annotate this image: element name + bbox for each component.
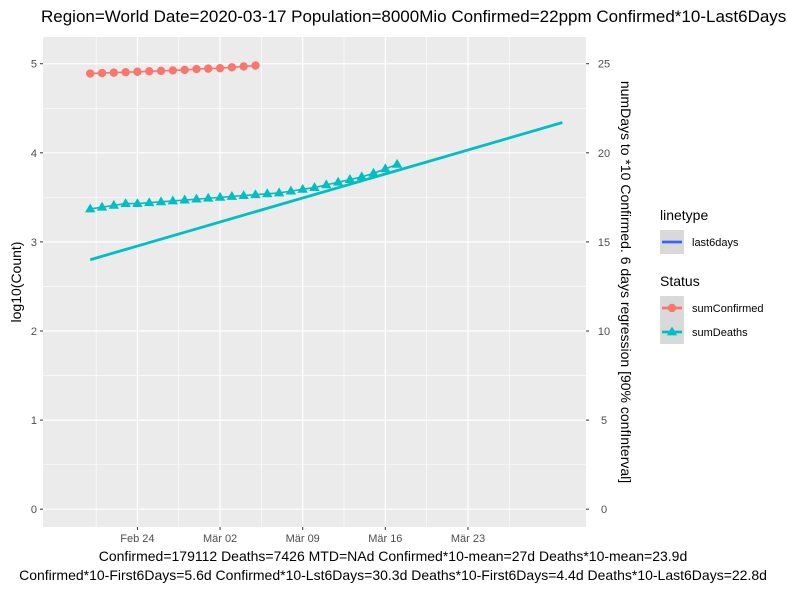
- y-tick-label: 3: [31, 237, 37, 249]
- point-sumConfirmed: [239, 62, 248, 71]
- legend-title: linetype: [660, 207, 708, 223]
- legend-label: last6days: [692, 237, 739, 249]
- point-sumDeaths: [262, 188, 273, 198]
- point-sumDeaths: [191, 193, 202, 203]
- point-sumDeaths: [167, 195, 179, 205]
- y2-tick-label: 20: [598, 148, 610, 160]
- point-sumConfirmed: [109, 68, 119, 77]
- point-sumConfirmed: [180, 65, 189, 75]
- point-sumDeaths: [309, 182, 320, 191]
- point-sumConfirmed: [251, 61, 260, 70]
- point-sumDeaths: [380, 163, 391, 173]
- y-tick-label: 2: [31, 326, 37, 338]
- point-sumDeaths: [321, 179, 332, 189]
- point-sumDeaths: [155, 196, 167, 206]
- grid-minor: [43, 37, 586, 527]
- point-sumConfirmed: [97, 68, 107, 78]
- point-sumDeaths: [273, 187, 285, 197]
- x-axis: Feb 24 Mär 02 Mär 09 Mär 16 Mär 23: [120, 527, 485, 545]
- point-sumDeaths: [250, 189, 261, 199]
- point-sumDeaths: [203, 192, 214, 202]
- point-sumConfirmed: [86, 69, 95, 78]
- grid-major: [43, 37, 586, 527]
- x-tick-label: Mär 23: [451, 533, 485, 545]
- y-tick-label: 0: [31, 504, 37, 516]
- y-tick-label: 5: [31, 59, 37, 71]
- point-sumDeaths: [391, 158, 403, 168]
- point-sumDeaths: [214, 191, 226, 201]
- legend-key-triangle: [666, 326, 678, 336]
- legend-key-circle: [667, 303, 677, 313]
- point-sumConfirmed: [133, 67, 142, 76]
- legend: linetype last6days Status sumConfirmed sumDe…: [660, 207, 764, 344]
- point-sumDeaths: [238, 190, 249, 199]
- point-sumConfirmed: [227, 63, 237, 72]
- legend-label: sumConfirmed: [692, 303, 764, 315]
- point-sumDeaths: [120, 198, 131, 208]
- point-sumDeaths: [297, 183, 308, 193]
- y2-tick-label: 5: [601, 415, 607, 427]
- chart-title: Region=World Date=2020-03-17 Population=…: [41, 7, 787, 26]
- x-tick-label: Feb 24: [120, 533, 154, 545]
- y2-tick-label: 0: [601, 504, 607, 516]
- point-sumDeaths: [285, 185, 297, 195]
- point-sumDeaths: [356, 171, 367, 181]
- point-sumDeaths: [144, 197, 155, 207]
- point-sumDeaths: [108, 199, 120, 209]
- point-sumConfirmed: [121, 67, 130, 77]
- series-layer: [84, 61, 563, 262]
- point-sumDeaths: [344, 174, 356, 183]
- y-axis-title: log10(Count): [8, 242, 24, 323]
- y2-tick-label: 25: [598, 59, 610, 71]
- point-sumConfirmed: [156, 66, 166, 76]
- x-tick-label: Mär 16: [368, 533, 402, 545]
- point-sumDeaths: [132, 198, 143, 208]
- x-tick-label: Mär 09: [286, 533, 320, 545]
- point-sumDeaths: [84, 203, 96, 213]
- legend-label: sumDeaths: [692, 327, 748, 339]
- y2-axis-title: numDays to *10 Confirmed. 6 days regress…: [618, 81, 634, 483]
- point-sumDeaths: [96, 201, 108, 211]
- point-sumConfirmed: [192, 64, 201, 74]
- point-sumConfirmed: [145, 67, 154, 76]
- plot-panel: [43, 37, 586, 527]
- y-tick-label: 1: [31, 415, 37, 427]
- y2-tick-label: 10: [598, 326, 610, 338]
- point-sumDeaths: [226, 190, 238, 200]
- point-sumDeaths: [179, 194, 190, 204]
- point-sumConfirmed: [215, 63, 225, 73]
- caption-line-1: Confirmed=179112 Deaths=7426 MTD=NAd Con…: [99, 548, 688, 564]
- point-sumDeaths: [368, 167, 379, 177]
- y-tick-label: 4: [31, 148, 37, 160]
- y2-axis: 0 5 10 15 20 25: [586, 59, 610, 516]
- caption-line-2: Confirmed*10-First6Days=5.6d Confirmed*1…: [19, 567, 767, 583]
- x-tick-label: Mär 02: [203, 533, 237, 545]
- point-sumDeaths: [332, 176, 344, 186]
- series-line-regression: [89, 121, 563, 262]
- point-sumConfirmed: [204, 64, 213, 73]
- point-sumConfirmed: [168, 66, 178, 75]
- legend-title: Status: [660, 273, 700, 289]
- y2-tick-label: 15: [598, 237, 610, 249]
- y-axis: 0 1 2 3 4 5: [31, 59, 43, 516]
